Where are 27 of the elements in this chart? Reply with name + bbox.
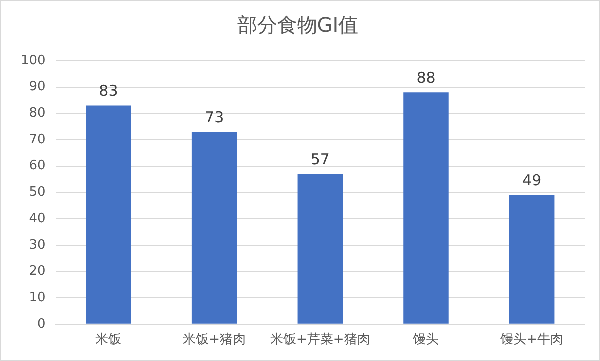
x-tick-label: 馒头+牛肉 [500,332,564,348]
x-tick-label: 米饭+猪肉 [183,332,246,348]
y-tick-label: 10 [29,290,46,306]
data-label: 83 [99,82,118,100]
data-label: 73 [205,108,224,127]
data-label: 88 [416,69,436,87]
y-tick-label: 20 [29,264,46,280]
bar [298,174,344,324]
y-tick-label: 40 [29,211,46,226]
data-label: 57 [310,150,330,169]
y-tick-label: 0 [38,316,46,332]
bar [192,132,238,324]
y-tick-label: 100 [20,53,46,68]
y-tick-label: 50 [29,185,46,200]
x-tick-label: 米饭 [96,332,122,348]
y-tick-label: 80 [29,106,46,122]
x-tick-label: 米饭+芹菜+猪肉 [270,332,370,348]
x-tick-label: 馒头 [412,332,440,348]
data-label: 49 [522,172,542,190]
bar [86,106,132,324]
y-tick-label: 60 [29,158,46,174]
bar [509,195,555,324]
chart-title: 部分食物GI值 [237,13,359,38]
bar [404,92,449,324]
y-tick-label: 70 [29,132,46,148]
y-tick-label: 30 [29,238,46,253]
y-tick-label: 90 [29,80,46,95]
